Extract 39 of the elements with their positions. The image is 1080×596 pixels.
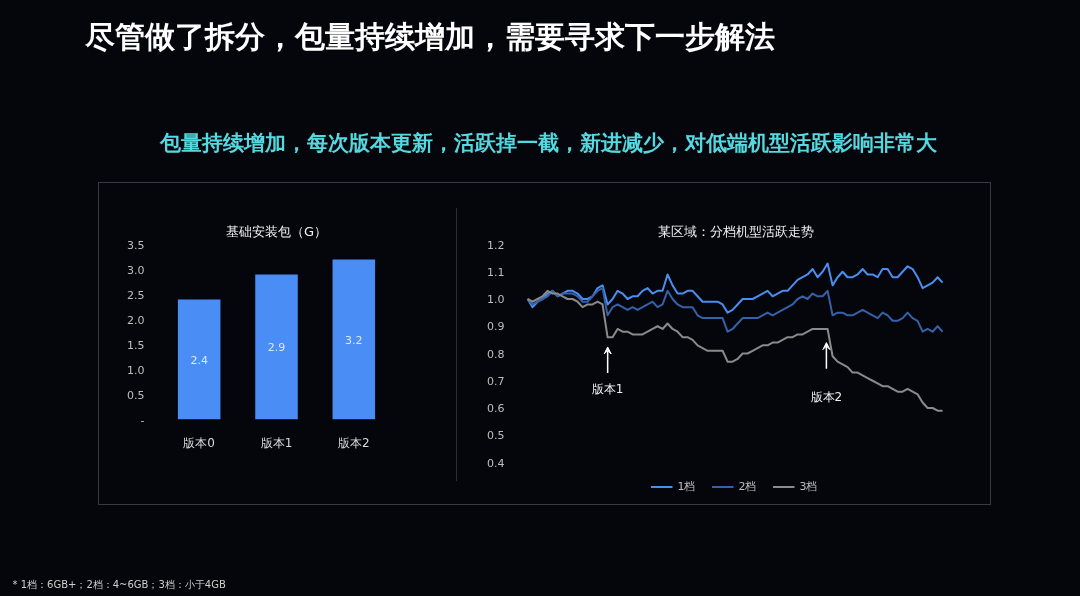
legend-label: 2档 (738, 478, 758, 494)
line-series (526, 289, 944, 412)
annotation: 版本1 (591, 382, 624, 397)
line-series (526, 287, 944, 333)
text: 包量持续增加，每次版本更新，活跃掉一截，新进减少，对低端机型活跃影响非常大 (159, 130, 938, 155)
y-tick-label: 0.6 (487, 402, 505, 415)
legend-label: 3档 (799, 478, 819, 494)
y-tick-label: 0.8 (487, 347, 505, 361)
data-label: 3.2 (345, 333, 363, 347)
y-tick-label: 0.7 (487, 374, 505, 388)
line-series (526, 262, 944, 314)
x-tick-label: 版本1 (260, 435, 293, 450)
y-tick-label: 0.5 (487, 429, 505, 443)
bar (177, 299, 221, 420)
y-tick-label: 1.1 (487, 265, 505, 279)
text: * 1档：6GB+；2档：4~6GB；3档：小于4GB (12, 579, 226, 590)
data-label: 2.4 (190, 353, 208, 367)
y-tick-label: 1.2 (487, 238, 505, 252)
chart-title: 某区域：分档机型活跃走势 (657, 223, 814, 239)
y-tick-label: 1.0 (127, 363, 145, 377)
legend-label: 1档 (677, 478, 697, 494)
bar (255, 274, 298, 420)
y-tick-label: 1.5 (127, 338, 145, 352)
y-tick-label: - (140, 413, 145, 427)
chart-title: 基础安装包（G） (225, 223, 328, 239)
data-label: 2.9 (267, 341, 286, 354)
text: 尽管做了拆分，包量持续增加，需要寻求下一步解法 (83, 19, 775, 54)
y-tick-label: 0.4 (487, 456, 505, 470)
x-tick-label: 版本0 (183, 435, 215, 450)
y-tick-label: 1.0 (487, 293, 505, 306)
x-tick-label: 版本2 (338, 435, 370, 450)
y-tick-label: 0.5 (127, 388, 145, 402)
annotation: 版本2 (810, 390, 843, 405)
y-tick-label: 2.5 (127, 288, 145, 302)
y-tick-label: 2.0 (127, 313, 145, 327)
y-tick-label: 3.0 (127, 263, 145, 277)
bar (332, 259, 376, 420)
y-tick-label: 0.9 (487, 320, 505, 334)
y-tick-label: 3.5 (127, 238, 145, 252)
